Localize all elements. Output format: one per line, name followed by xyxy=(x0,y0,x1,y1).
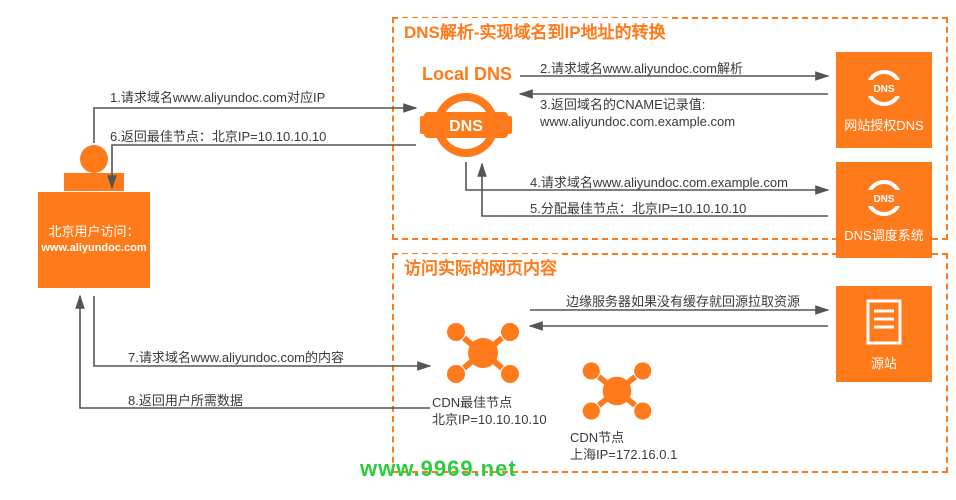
cdn-other-icon xyxy=(576,350,658,437)
cdn-other-ip: 上海IP=172.16.0.1 xyxy=(570,447,677,464)
cdn-best-caption: CDN最佳节点 北京IP=10.10.10.10 xyxy=(432,395,547,429)
dns-globe-icon: DNS xyxy=(420,86,512,169)
user-line2: www.aliyundoc.com xyxy=(41,241,146,255)
dns-panel-title: DNS解析-实现域名到IP地址的转换 xyxy=(402,18,668,43)
user-box: 北京用户访问： www.aliyundoc.com xyxy=(38,192,150,288)
user-line1: 北京用户访问： xyxy=(48,224,139,241)
sched-label: DNS调度系统 xyxy=(844,225,923,244)
svg-text:DNS: DNS xyxy=(449,118,483,135)
step-3a: 3.返回域名的CNAME记录值: xyxy=(540,97,735,114)
auth-dns-label: 网站授权DNS xyxy=(844,115,923,134)
dns-icon: DNS xyxy=(860,177,908,219)
content-panel-title: 访问实际的网页内容 xyxy=(402,254,559,279)
origin-label: 源站 xyxy=(871,353,897,372)
edge-note: 边缘服务器如果没有缓存就回源拉取资源 xyxy=(566,291,800,310)
server-icon xyxy=(862,297,906,347)
step-4: 4.请求域名www.aliyundoc.com.example.com xyxy=(530,172,788,191)
cdn-other-caption: CDN节点 上海IP=172.16.0.1 xyxy=(570,430,677,464)
step-1: 1.请求域名www.aliyundoc.com对应IP xyxy=(110,87,325,106)
step-5: 5.分配最佳节点：北京IP=10.10.10.10 xyxy=(530,198,746,217)
step-6: 6.返回最佳节点：北京IP=10.10.10.10 xyxy=(110,126,326,145)
sched-box: DNS DNS调度系统 xyxy=(836,162,932,258)
dns-icon: DNS xyxy=(860,67,908,109)
step-2: 2.请求域名www.aliyundoc.com解析 xyxy=(540,58,743,77)
origin-box: 源站 xyxy=(836,286,932,382)
watermark: www.9969.net xyxy=(360,456,517,482)
auth-dns-box: DNS 网站授权DNS xyxy=(836,52,932,148)
cdn-other-title: CDN节点 xyxy=(570,430,677,447)
step-7: 7.请求域名www.aliyundoc.com的内容 xyxy=(128,347,344,366)
step-8: 8.返回用户所需数据 xyxy=(128,390,243,409)
step-3b: www.aliyundoc.com.example.com xyxy=(540,114,735,131)
cdn-best-ip: 北京IP=10.10.10.10 xyxy=(432,412,547,429)
step-3: 3.返回域名的CNAME记录值: www.aliyundoc.com.examp… xyxy=(540,97,735,131)
cdn-best-icon xyxy=(440,310,526,401)
svg-text:DNS: DNS xyxy=(873,84,894,95)
svg-text:DNS: DNS xyxy=(873,194,894,205)
cdn-best-title: CDN最佳节点 xyxy=(432,395,547,412)
user-icon xyxy=(64,143,124,196)
local-dns-label: Local DNS xyxy=(422,64,512,85)
